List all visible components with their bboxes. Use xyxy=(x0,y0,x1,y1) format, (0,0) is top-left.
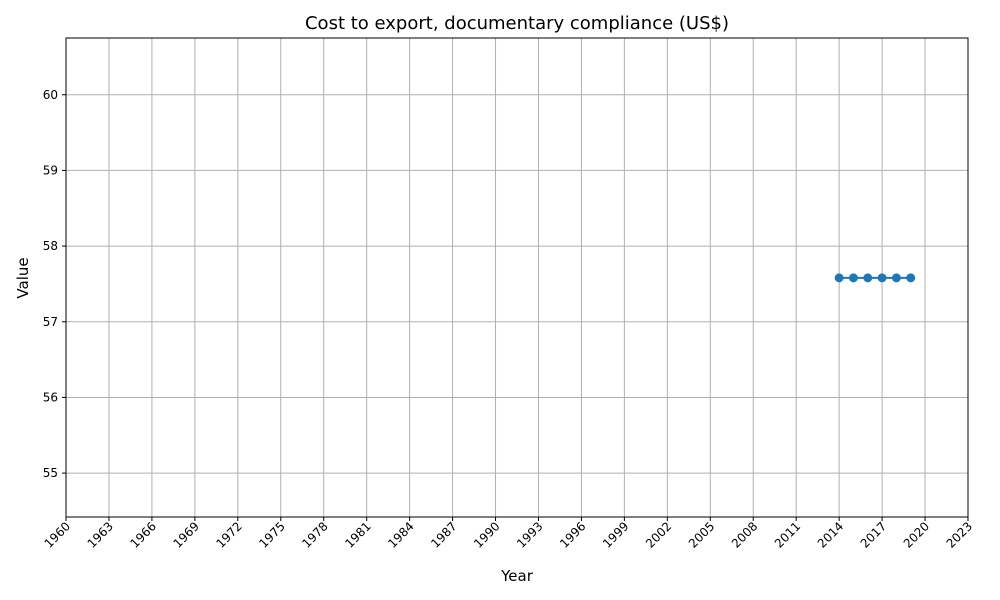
x-tick-label: 1981 xyxy=(342,519,373,550)
x-tick-label: 2011 xyxy=(772,519,803,550)
x-tick-label: 2014 xyxy=(815,519,846,550)
x-tick-label: 2020 xyxy=(901,519,932,550)
x-tick-label: 1960 xyxy=(42,519,73,550)
x-axis-ticks: 1960 1963 1966 1969 1972 1975 1978 1981 1984 1987… xyxy=(42,517,975,551)
x-tick-label: 1975 xyxy=(256,519,287,550)
y-tick-label: 59 xyxy=(43,163,58,177)
x-tick-label: 2017 xyxy=(858,519,889,550)
x-tick-label: 2002 xyxy=(643,519,674,550)
x-tick-label: 1978 xyxy=(299,519,330,550)
x-tick-label: 1963 xyxy=(85,519,116,550)
y-tick-label: 60 xyxy=(43,88,58,102)
y-axis-label: Value xyxy=(14,257,32,298)
x-tick-label: 1993 xyxy=(514,519,545,550)
x-tick-label: 1996 xyxy=(557,519,588,550)
data-point xyxy=(906,273,916,283)
grid xyxy=(65,38,969,517)
plot-frame xyxy=(65,37,969,518)
data-point xyxy=(877,273,887,283)
series-layer xyxy=(834,273,916,283)
data-point xyxy=(863,273,873,283)
x-tick-label: 1984 xyxy=(385,519,416,550)
data-point xyxy=(848,273,858,283)
x-tick-label: 2008 xyxy=(729,519,760,550)
x-tick-label: 1969 xyxy=(170,519,201,550)
y-tick-label: 58 xyxy=(43,239,58,253)
y-tick-label: 57 xyxy=(43,315,58,329)
y-tick-label: 56 xyxy=(43,390,58,404)
x-tick-label: 1987 xyxy=(428,519,459,550)
x-tick-label: 2005 xyxy=(686,519,717,550)
chart-title: Cost to export, documentary compliance (… xyxy=(305,13,729,34)
data-point xyxy=(891,273,901,283)
data-point xyxy=(834,273,844,283)
x-axis-label: Year xyxy=(500,567,534,585)
x-tick-label: 1999 xyxy=(600,519,631,550)
y-tick-label: 55 xyxy=(43,466,58,480)
x-tick-label: 2023 xyxy=(944,519,975,550)
y-axis-ticks: 55 56 57 58 59 60 xyxy=(43,88,66,480)
x-tick-label: 1990 xyxy=(471,519,502,550)
x-tick-label: 1972 xyxy=(213,519,244,550)
x-tick-label: 1966 xyxy=(128,519,159,550)
